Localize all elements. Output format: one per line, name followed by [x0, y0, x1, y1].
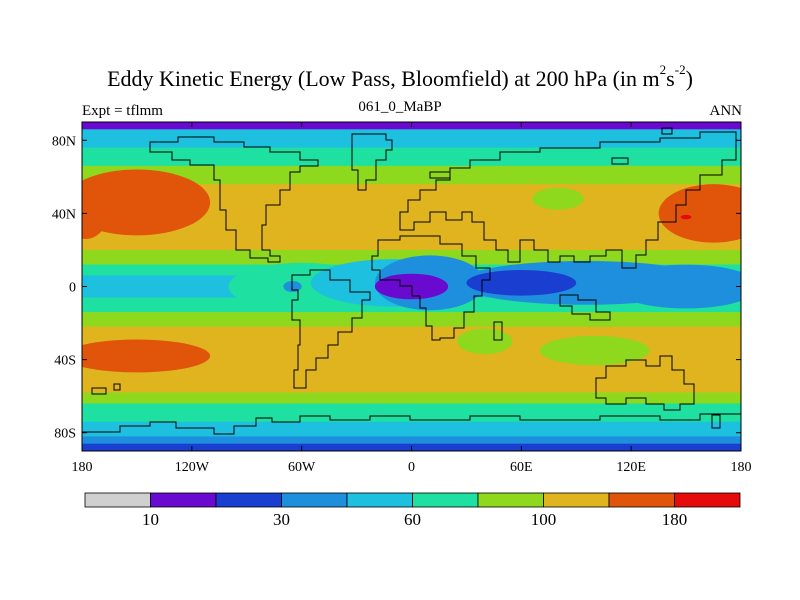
- x-tick-label: 60W: [288, 460, 316, 475]
- colorbar-swatch: [412, 492, 479, 508]
- contour-band-1: [82, 129, 741, 149]
- contour-band-3: [82, 165, 741, 185]
- y-tick-label: 40N: [52, 207, 76, 222]
- contour-region-14: [539, 335, 650, 366]
- axis-layer: 180 120W 60W 0 60E 120E 180 80N 40N 0 40S 80S: [52, 122, 752, 475]
- coastline-madagascar: [493, 321, 503, 341]
- colorbar-swatch: [477, 492, 544, 508]
- colorbar-swatch: [346, 492, 413, 508]
- x-tick-label: 60E: [510, 460, 533, 475]
- colorbar-label: 60: [404, 510, 421, 529]
- colorbar-label: 180: [662, 510, 688, 529]
- coastline-greenland: [351, 133, 393, 191]
- coastline-australia: [595, 355, 695, 411]
- contour-region-4: [82, 339, 211, 373]
- coastline-maritime-continent: [559, 294, 611, 321]
- coastline-arctic-islands: [429, 127, 673, 179]
- colorbar-swatch: [608, 492, 675, 508]
- season-label: ANN: [709, 103, 743, 119]
- colorbar-swatch: [543, 492, 610, 508]
- colorbar-swatch: [84, 492, 151, 508]
- colorbar-swatch: [281, 492, 348, 508]
- colorbar-label: 30: [273, 510, 290, 529]
- contour-region-2: [82, 187, 108, 239]
- colorbar-swatch: [215, 492, 282, 508]
- coastline-eurasia: [399, 131, 737, 269]
- contour-region-1: [658, 184, 741, 243]
- contour-band-14: [82, 436, 741, 445]
- x-tick-label: 120E: [616, 460, 646, 475]
- x-tick-label: 120W: [175, 460, 210, 475]
- colorbar-swatch: [674, 492, 741, 508]
- contour-band-11: [82, 392, 741, 404]
- chart-title: Eddy Kinetic Energy (Low Pass, Bloomfiel…: [107, 62, 693, 91]
- x-tick-label: 180: [72, 460, 93, 475]
- coastline-layer: [82, 127, 741, 435]
- colorbar-swatch: [150, 492, 217, 508]
- coastline-north-america: [149, 136, 319, 263]
- coastline-africa: [371, 235, 491, 341]
- contour-band-12: [82, 403, 741, 423]
- contour-region-10: [612, 264, 741, 309]
- contour-fill-layer: [82, 122, 741, 451]
- coastline-south-america: [291, 269, 371, 389]
- contour-region-11: [466, 270, 577, 296]
- y-tick-label: 80N: [52, 134, 76, 149]
- contour-band-9: [82, 312, 741, 328]
- x-tick-label: 0: [408, 460, 415, 475]
- x-tick-label: 180: [731, 460, 752, 475]
- colorbar-label: 10: [142, 510, 159, 529]
- contour-region-3: [680, 214, 692, 220]
- coastline-pacific-islands: [91, 383, 121, 395]
- contour-region-5: [532, 187, 584, 210]
- case-label: 061_0_MaBP: [358, 99, 442, 115]
- contour-band-2: [82, 147, 741, 167]
- contour-region-13: [283, 281, 302, 292]
- colorbar: 10 30 60 100 180: [84, 492, 741, 529]
- contour-band-13: [82, 421, 741, 437]
- y-tick-label: 0: [69, 281, 76, 296]
- coastline-new-zealand: [711, 414, 721, 429]
- y-tick-label: 80S: [54, 427, 76, 442]
- contour-region-0: [82, 169, 211, 236]
- colorbar-label: 100: [531, 510, 557, 529]
- y-tick-label: 40S: [54, 354, 76, 369]
- experiment-label: Expt = tflmm: [82, 103, 163, 119]
- coastline-antarctica: [82, 413, 741, 435]
- contour-region-15: [457, 328, 513, 355]
